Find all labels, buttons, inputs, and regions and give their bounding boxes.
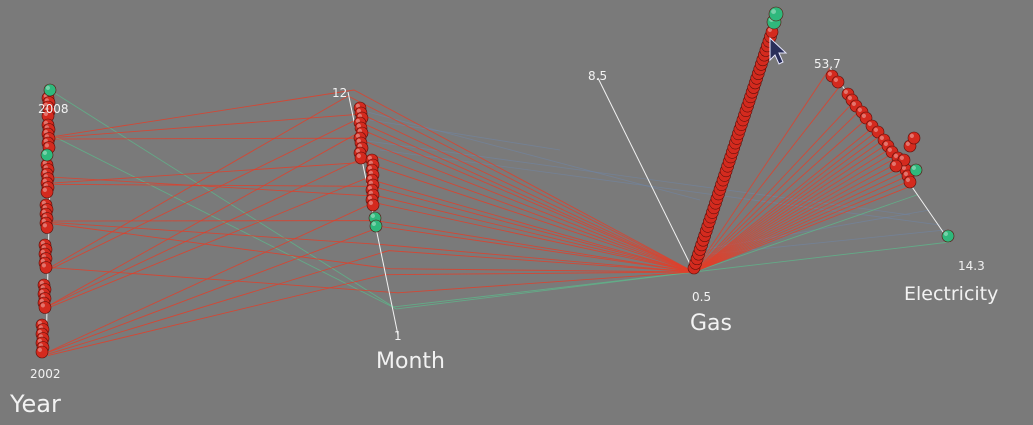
axis-max-label-month: 12 bbox=[332, 86, 347, 100]
record-line[interactable] bbox=[46, 132, 876, 308]
year-dot-highlight[interactable] bbox=[40, 148, 54, 162]
axis-min-label-year: 2002 bbox=[30, 367, 61, 381]
electricity-dot[interactable] bbox=[907, 131, 921, 145]
axis-title-month: Month bbox=[376, 349, 445, 374]
mouse-pointer-icon bbox=[769, 36, 788, 65]
polyline-layer bbox=[45, 67, 951, 357]
axis-min-label-gas: 0.5 bbox=[692, 290, 711, 304]
year-dot[interactable] bbox=[35, 345, 49, 359]
faint-line bbox=[359, 139, 911, 216]
record-line[interactable] bbox=[49, 185, 912, 273]
month-dot[interactable] bbox=[354, 151, 368, 165]
record-line[interactable] bbox=[47, 95, 894, 273]
record-line[interactable] bbox=[47, 119, 866, 309]
electricity-dot[interactable] bbox=[889, 159, 903, 173]
month-dot[interactable] bbox=[366, 198, 380, 212]
axis-min-label-electricity: 14.3 bbox=[958, 259, 985, 273]
record-line[interactable] bbox=[48, 129, 882, 306]
year-dot[interactable] bbox=[38, 301, 52, 314]
axis-max-label-gas: 8.5 bbox=[588, 69, 607, 83]
record-line[interactable] bbox=[51, 137, 885, 273]
dot-layer bbox=[35, 6, 955, 359]
electricity-dot-highlight[interactable] bbox=[941, 229, 955, 243]
record-line[interactable] bbox=[47, 110, 860, 353]
record-line[interactable] bbox=[48, 181, 909, 273]
record-line[interactable] bbox=[48, 119, 888, 273]
record-line[interactable] bbox=[47, 67, 831, 357]
faint-line bbox=[369, 119, 561, 151]
axis-min-label-month: 1 bbox=[394, 329, 402, 343]
year-dot[interactable] bbox=[39, 261, 53, 274]
record-line[interactable] bbox=[45, 101, 854, 354]
electricity-dot[interactable] bbox=[831, 75, 845, 89]
axis-max-label-year: 2008 bbox=[38, 102, 69, 116]
axis-title-year: Year bbox=[9, 390, 61, 418]
axis-title-gas: Gas bbox=[690, 311, 732, 336]
gas-dot-highlight[interactable] bbox=[768, 6, 784, 22]
record-line[interactable] bbox=[49, 163, 897, 273]
record-line[interactable] bbox=[52, 89, 873, 273]
year-dot[interactable] bbox=[40, 185, 54, 199]
month-dot-highlight[interactable] bbox=[369, 219, 383, 233]
axis-title-electricity: Electricity bbox=[904, 283, 998, 305]
faint-line bbox=[379, 149, 941, 226]
axis-max-label-electricity: 53.7 bbox=[814, 57, 841, 71]
record-line[interactable] bbox=[50, 172, 903, 273]
electricity-dot-highlight[interactable] bbox=[909, 163, 923, 177]
record-line[interactable] bbox=[49, 167, 900, 294]
electricity-dot[interactable] bbox=[903, 175, 917, 189]
record-line[interactable] bbox=[51, 91, 951, 308]
record-line[interactable] bbox=[51, 154, 891, 273]
record-line[interactable] bbox=[46, 84, 842, 355]
record-line[interactable] bbox=[50, 113, 879, 273]
axis-line-gas bbox=[597, 77, 695, 273]
label-layer: Year 2002 2008 Month 1 12 Gas 0.5 8.5 Electricity… bbox=[9, 57, 998, 418]
faint-line bbox=[359, 109, 701, 201]
year-dot[interactable] bbox=[41, 109, 55, 123]
record-line[interactable] bbox=[50, 176, 906, 273]
year-dot[interactable] bbox=[40, 221, 54, 234]
year-dot-highlight[interactable] bbox=[43, 83, 57, 97]
record-line[interactable] bbox=[51, 135, 918, 310]
